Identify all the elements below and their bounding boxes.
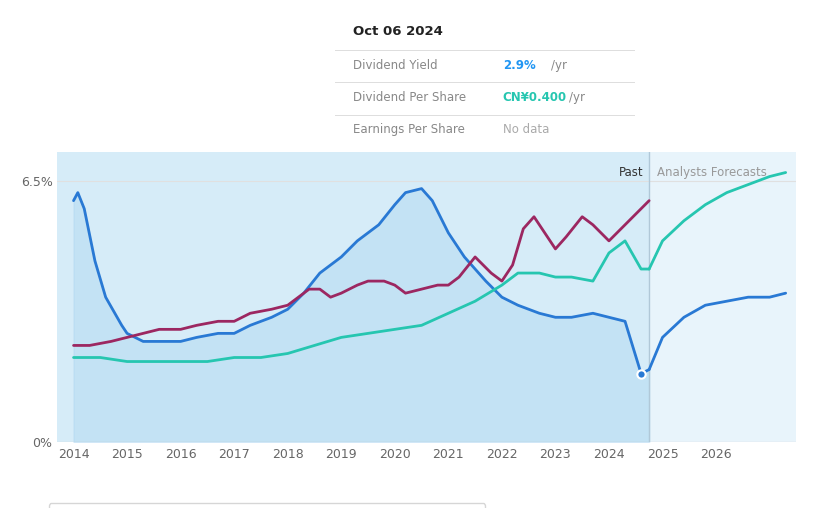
Bar [649,152,796,442]
Text: CN¥0.400: CN¥0.400 [502,91,567,104]
Text: 2.9%: 2.9% [502,59,535,72]
Legend: Dividend Yield, Dividend Per Share, Earnings Per Share: Dividend Yield, Dividend Per Share, Earn… [49,503,485,508]
Text: No data: No data [502,123,549,137]
Text: /yr: /yr [569,91,585,104]
Text: /yr: /yr [551,59,566,72]
Text: Oct 06 2024: Oct 06 2024 [353,25,443,38]
Text: Dividend Yield: Dividend Yield [353,59,438,72]
Text: Earnings Per Share: Earnings Per Share [353,123,465,137]
Text: Analysts Forecasts: Analysts Forecasts [657,166,767,179]
Text: Dividend Per Share: Dividend Per Share [353,91,466,104]
Text: Past: Past [619,166,644,179]
Bar [57,152,649,442]
